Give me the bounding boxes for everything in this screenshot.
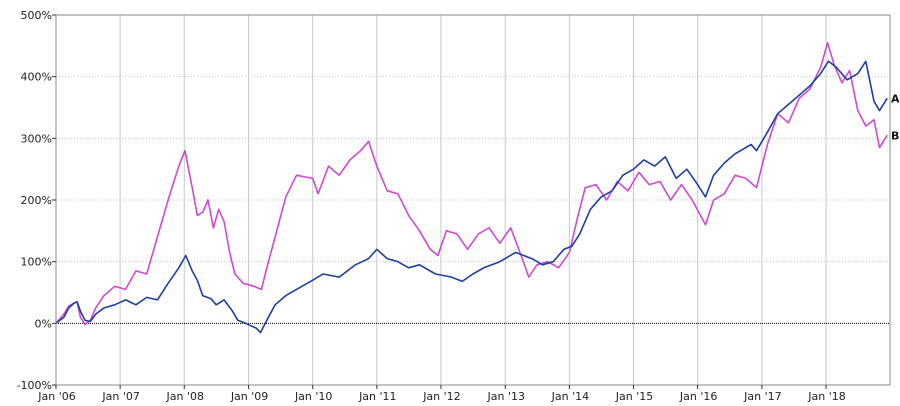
y-tick-label: 500% bbox=[21, 9, 52, 22]
x-tick-label: Jan '15 bbox=[615, 390, 653, 403]
x-tick-label: Jan '10 bbox=[294, 390, 332, 403]
x-axis-ticks: Jan '06 Jan '07 Jan '08 Jan '09 Jan '10 Jan '… bbox=[37, 385, 846, 403]
y-axis-ticks: -100% 0% 100% 200% 300% 400% 500% bbox=[17, 9, 56, 392]
x-tick-label: Jan '07 bbox=[101, 390, 139, 403]
x-tick-label: Jan '16 bbox=[679, 390, 717, 403]
series-label-a: A bbox=[891, 92, 900, 105]
series-end-labels: AB bbox=[891, 92, 900, 142]
x-tick-label: Jan '08 bbox=[166, 390, 204, 403]
y-tick-label: -100% bbox=[17, 379, 52, 392]
x-tick-label: Jan '12 bbox=[422, 390, 460, 403]
y-tick-label: 400% bbox=[21, 71, 52, 84]
x-tick-label: Jan '14 bbox=[551, 390, 589, 403]
series-line-b bbox=[55, 42, 888, 326]
y-tick-label: 100% bbox=[21, 256, 52, 269]
x-tick-label: Jan '18 bbox=[807, 390, 845, 403]
x-tick-label: Jan '17 bbox=[743, 390, 781, 403]
y-tick-label: 200% bbox=[21, 194, 52, 207]
series-label-b: B bbox=[891, 129, 899, 142]
series-group bbox=[55, 42, 888, 334]
x-tick-label: Jan '09 bbox=[230, 390, 268, 403]
y-tick-label: 0% bbox=[35, 317, 52, 330]
x-tick-label: Jan '11 bbox=[358, 390, 396, 403]
x-tick-label: Jan '13 bbox=[486, 390, 524, 403]
x-tick-label: Jan '06 bbox=[37, 390, 75, 403]
y-tick-label: 300% bbox=[21, 132, 52, 145]
series-line-a bbox=[55, 60, 888, 334]
